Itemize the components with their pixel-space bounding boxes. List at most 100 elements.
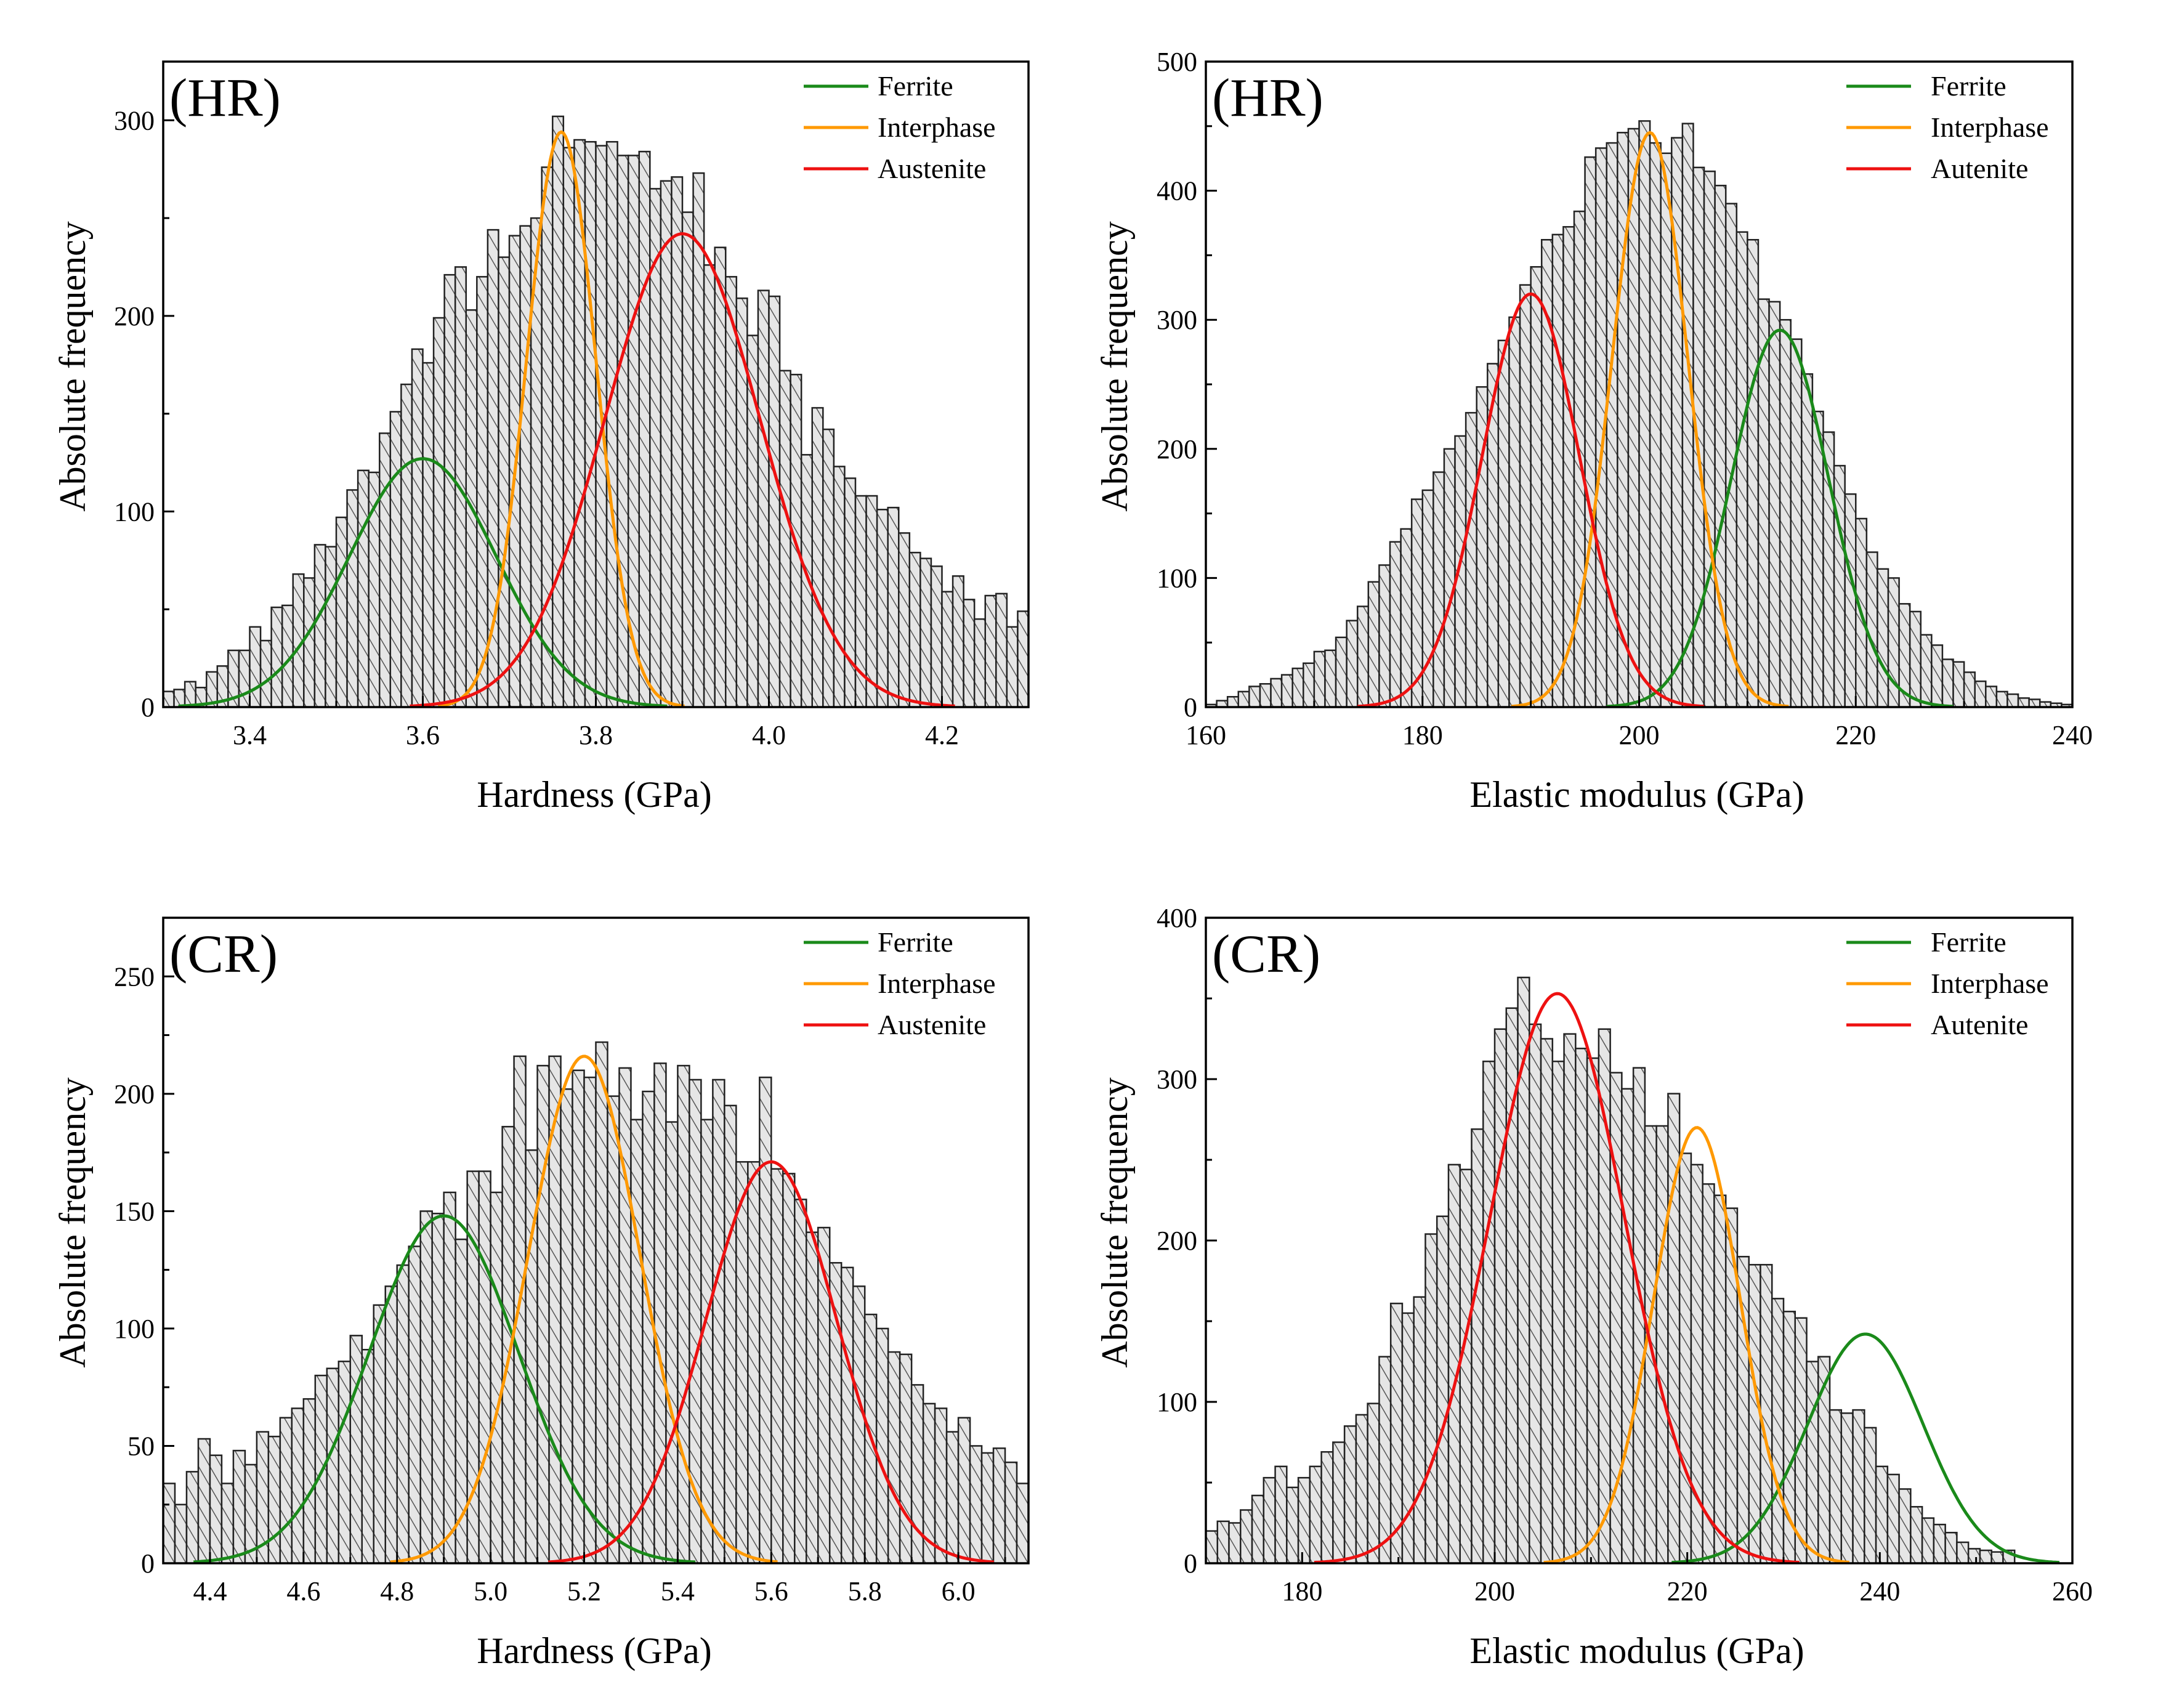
- histogram-bar: [1389, 541, 1402, 707]
- histogram-bar: [1335, 636, 1348, 707]
- histogram-bar: [498, 256, 511, 707]
- histogram-bar: [349, 1335, 363, 1563]
- histogram-bar: [1413, 1296, 1426, 1563]
- histogram-bar: [335, 516, 348, 707]
- histogram-bar: [677, 1064, 690, 1563]
- histogram-bar: [379, 432, 392, 707]
- histogram-bar: [357, 469, 370, 707]
- y-tick-label: 300: [1157, 305, 1197, 335]
- fit-curves: [1314, 992, 2060, 1563]
- x-tick-label: 4.6: [286, 1576, 320, 1606]
- legend-label-autenite: Autenite: [1931, 1009, 2028, 1040]
- histogram-bar: [1678, 1152, 1692, 1563]
- histogram-bar: [1931, 644, 1944, 707]
- histogram-bar: [919, 557, 932, 707]
- histogram-bar: [552, 115, 565, 707]
- x-tick-label: 220: [1667, 1576, 1708, 1606]
- histogram-bar: [302, 1398, 317, 1563]
- histogram-bar: [411, 348, 424, 707]
- histogram-bar: [279, 1417, 293, 1563]
- x-tick-label: 220: [1835, 720, 1876, 750]
- histogram-bar: [1638, 120, 1651, 707]
- x-tick-label: 4.2: [925, 720, 959, 750]
- legend-label-ferrite: Ferrite: [1931, 926, 2006, 958]
- x-tick-label: 240: [2052, 720, 2093, 750]
- histogram-bar: [519, 225, 532, 707]
- histogram-bar: [584, 140, 597, 707]
- histogram-bar: [605, 140, 618, 707]
- histogram-bar: [337, 1361, 352, 1563]
- histogram-bar: [490, 1191, 503, 1563]
- histogram-bar: [1801, 373, 1814, 707]
- legend-label-austenite: Austenite: [878, 1009, 986, 1040]
- fit-curve-ferrite: [1606, 328, 1954, 707]
- histogram-bar: [325, 546, 337, 707]
- x-tick-label: 260: [2052, 1576, 2093, 1606]
- histogram-bar: [930, 565, 943, 707]
- chart-cr-elastic-modulus: (CR) Absolute frequency Elastic modulus …: [1094, 903, 2093, 1671]
- histogram-bar: [1400, 528, 1413, 707]
- histogram-bar: [1433, 471, 1445, 707]
- histogram-bar: [389, 411, 402, 707]
- histogram-bar: [1006, 626, 1019, 707]
- histogram-bar: [1240, 1509, 1253, 1563]
- legend-label-interphase: Interphase: [878, 111, 996, 143]
- fit-curve-austenite: [410, 232, 955, 707]
- histogram-bar: [898, 532, 911, 707]
- histogram-bar: [373, 1304, 386, 1563]
- histogram-bar: [1378, 564, 1391, 707]
- histogram-bar: [249, 626, 262, 707]
- histogram-bar: [1206, 1530, 1219, 1563]
- y-tick-label: 0: [141, 1548, 155, 1579]
- histogram-bar: [1909, 610, 1922, 707]
- y-tick-label: 300: [114, 105, 155, 136]
- fit-curves: [1357, 131, 1954, 707]
- histogram-bar: [1356, 605, 1370, 707]
- histogram-bar: [303, 577, 316, 707]
- histogram-bar: [1877, 568, 1889, 707]
- fit-curve-ferrite: [178, 457, 668, 707]
- histogram-bar: [513, 1055, 527, 1563]
- histogram-bar: [630, 1119, 644, 1563]
- histogram-bar: [957, 1417, 971, 1563]
- histogram-bar: [973, 618, 986, 707]
- histogram-bar: [443, 273, 456, 707]
- fit-curve-autenite: [1357, 292, 1705, 707]
- histogram-bar: [1621, 1088, 1635, 1563]
- histogram-bar: [840, 1266, 854, 1563]
- y-tick-label: 100: [1157, 1387, 1197, 1417]
- histogram-bar: [1748, 1264, 1761, 1563]
- histogram-bar: [1952, 661, 1965, 707]
- fit-curves: [178, 130, 955, 707]
- x-tick-label: 6.0: [942, 1576, 976, 1606]
- x-tick-label: 4.8: [380, 1576, 414, 1606]
- histogram-bar: [1956, 1541, 1970, 1563]
- histogram-bar: [361, 1348, 375, 1563]
- y-tick-label: 250: [114, 961, 155, 992]
- histogram-bar: [703, 264, 716, 707]
- histogram-bar: [1303, 662, 1315, 707]
- histogram-bar: [1280, 674, 1293, 707]
- histogram-bar: [1736, 231, 1748, 707]
- histogram-bar: [1251, 1494, 1265, 1563]
- y-tick-label: 200: [114, 1079, 155, 1109]
- histogram-bar: [163, 690, 175, 707]
- histogram-bars: [163, 115, 1072, 707]
- histogram-bar: [1061, 642, 1072, 707]
- histogram-bar: [844, 477, 857, 707]
- histogram-bar: [1995, 690, 2008, 707]
- histogram-bar: [1852, 1409, 1865, 1563]
- histogram-bar: [1424, 1233, 1438, 1563]
- histogram-bar: [1259, 683, 1272, 707]
- y-tick-label: 400: [1157, 903, 1197, 933]
- histogram-bar: [992, 1447, 1006, 1563]
- histogram-bar: [638, 150, 651, 707]
- histogram-bar: [1228, 1522, 1242, 1563]
- histogram-bar: [1551, 233, 1564, 707]
- y-tick-label: 0: [141, 692, 155, 722]
- x-tick-label: 5.6: [754, 1576, 788, 1606]
- histogram-bar: [163, 1483, 176, 1563]
- histogram-bar: [725, 276, 738, 707]
- panel-label: (HR): [169, 68, 281, 128]
